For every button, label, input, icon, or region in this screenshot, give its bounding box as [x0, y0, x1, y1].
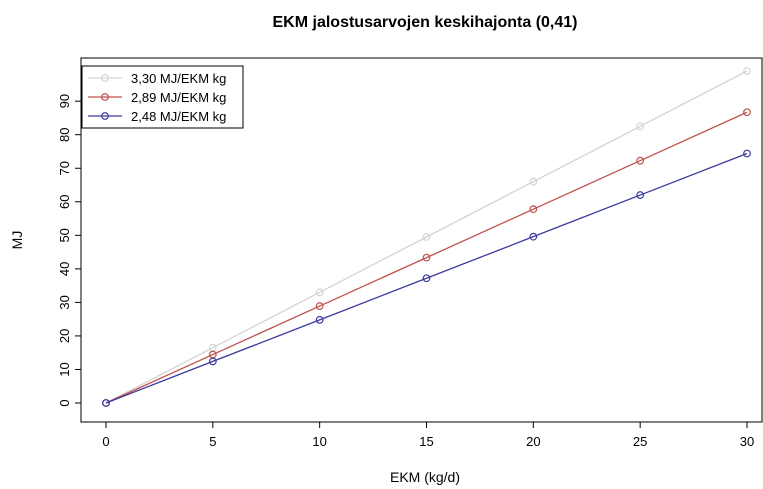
data-point	[636, 191, 645, 199]
series-layer	[102, 67, 751, 407]
data-point	[529, 177, 538, 186]
legend-marker	[101, 112, 109, 120]
legend-marker	[101, 93, 109, 101]
data-point	[315, 302, 324, 310]
series-line-1	[105, 111, 748, 404]
data-point	[422, 253, 431, 262]
x-tick-label: 10	[312, 434, 326, 449]
series-line-2	[105, 152, 748, 404]
x-tick-label: 5	[209, 434, 216, 449]
plot-frame	[80, 57, 763, 423]
x-tick-label: 0	[102, 434, 109, 449]
data-point	[743, 108, 751, 117]
legend-label: 2,48 MJ/EKM kg	[131, 109, 226, 124]
x-tick-label: 15	[419, 434, 433, 449]
data-point	[102, 399, 110, 407]
legend-label: 3,30 MJ/EKM kg	[131, 71, 226, 86]
data-point	[422, 233, 431, 241]
y-tick-label: 80	[57, 127, 72, 141]
legend-label: 2,89 MJ/EKM kg	[131, 90, 226, 105]
y-tick-label: 40	[57, 262, 72, 276]
data-point	[208, 357, 217, 366]
y-tick-label: 30	[57, 295, 72, 309]
y-tick-label: 50	[57, 228, 72, 242]
data-point	[743, 149, 751, 158]
data-point	[743, 67, 751, 75]
y-axis-label: MJ	[9, 231, 25, 250]
series-line-0	[105, 70, 748, 404]
y-tick-label: 70	[57, 161, 72, 175]
x-tick-label: 20	[526, 434, 540, 449]
y-tick-label: 10	[57, 362, 72, 376]
data-point	[529, 232, 538, 241]
legend-marker	[101, 74, 109, 82]
data-point	[422, 274, 431, 283]
x-tick-label: 25	[633, 434, 647, 449]
y-tick-label: 0	[57, 399, 72, 406]
legend: 3,30 MJ/EKM kg 2,89 MJ/EKM kg 2,48 MJ/EKM …	[81, 65, 244, 129]
x-axis-label: EKM (kg/d)	[390, 469, 460, 485]
x-tick-label: 30	[740, 434, 754, 449]
data-point	[529, 205, 538, 214]
y-tick-label: 20	[57, 329, 72, 343]
x-axis: 0 5 10 15 20 25 30	[102, 422, 754, 449]
chart-title: EKM jalostusarvojen keskihajonta (0,41)	[273, 14, 578, 31]
y-tick-label: 90	[57, 94, 72, 108]
y-tick-label: 60	[57, 195, 72, 209]
data-point	[636, 122, 645, 131]
data-point	[636, 156, 645, 165]
data-point	[315, 315, 324, 324]
data-point	[315, 288, 324, 297]
y-axis: 0 10 20 30 40 50 60 70 80 90	[57, 94, 81, 407]
